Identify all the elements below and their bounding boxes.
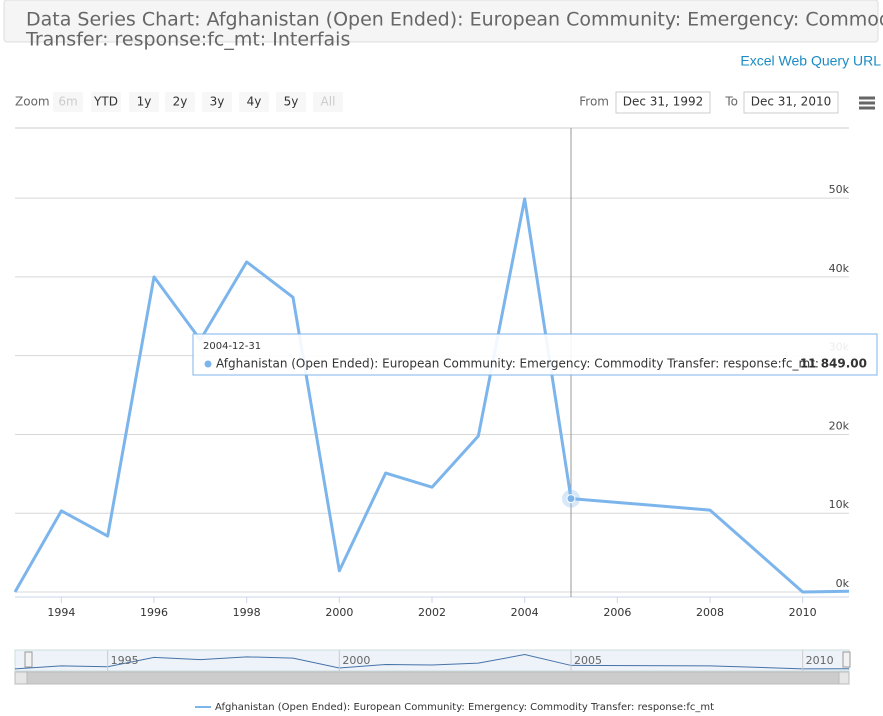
zoom-button[interactable]: [239, 92, 269, 112]
scrollbar-thumb[interactable]: [26, 671, 840, 685]
from-input[interactable]: [615, 91, 711, 114]
to-label: To: [724, 95, 738, 109]
zoom-button-label[interactable]: 3y: [210, 95, 225, 109]
from-label: From: [579, 95, 609, 109]
zoom-button[interactable]: [91, 92, 121, 112]
zoom-button-label: 6m: [58, 95, 77, 109]
tooltip-date: 2004-12-31: [203, 341, 261, 352]
zoom-button-label[interactable]: 5y: [284, 95, 299, 109]
hover-point: [566, 494, 576, 504]
x-tick-label: 2004: [511, 606, 539, 619]
navigator-label: 2005: [574, 654, 602, 667]
zoom-button-label[interactable]: 2y: [173, 95, 188, 109]
zoom-button[interactable]: [202, 92, 232, 112]
zoom-button-label[interactable]: 4y: [247, 95, 262, 109]
x-tick-label: 1998: [233, 606, 261, 619]
series-line: [13, 197, 850, 594]
x-tick-label: 2000: [325, 606, 353, 619]
x-tick-label: 2010: [789, 606, 817, 619]
zoom-button: [313, 92, 343, 112]
x-tick-label: 2006: [603, 606, 631, 619]
y-tick-label: 20k: [829, 419, 850, 432]
zoom-button: [53, 92, 83, 112]
tooltip: [192, 333, 878, 376]
title-box: [3, 0, 879, 43]
navigator-label: 2010: [806, 654, 834, 667]
menu-button[interactable]: [859, 96, 875, 110]
y-tick-label: 0k: [836, 577, 850, 590]
tooltip-marker: [204, 360, 212, 368]
x-tick-label: 2002: [418, 606, 446, 619]
navigator-handle-left[interactable]: [24, 651, 33, 668]
x-tick-label: 1996: [140, 606, 168, 619]
y-tick-label: 40k: [829, 262, 850, 275]
to-value[interactable]: Dec 31, 2010: [751, 95, 831, 109]
navigator-handle-right[interactable]: [842, 651, 851, 668]
from-value[interactable]: Dec 31, 1992: [623, 95, 703, 109]
zoom-button-label[interactable]: YTD: [93, 95, 118, 109]
y-tick-label: 50k: [829, 183, 850, 196]
tooltip-value: 11 849.00: [800, 357, 867, 371]
excel-link[interactable]: Excel Web Query URL: [740, 53, 881, 69]
zoom-button-label: All: [321, 95, 336, 109]
navigator-label: 2000: [342, 654, 370, 667]
chart-title-2: Transfer: response:fc_mt: Interfais: [25, 29, 350, 51]
zoom-button[interactable]: [129, 92, 159, 112]
chart-title: Data Series Chart: Afghanistan (Open End…: [26, 9, 883, 31]
zoom-button[interactable]: [165, 92, 195, 112]
navigator-label: 1995: [111, 654, 139, 667]
tooltip-series: Afghanistan (Open Ended): European Commu…: [216, 357, 819, 371]
navigator-line: [14, 654, 850, 670]
zoom-button-label[interactable]: 1y: [137, 95, 152, 109]
legend-label[interactable]: Afghanistan (Open Ended): European Commu…: [215, 702, 714, 713]
y-tick-label: 10k: [829, 498, 850, 511]
x-tick-label: 1994: [47, 606, 75, 619]
zoom-label: Zoom: [15, 95, 50, 109]
x-tick-label: 2008: [696, 606, 724, 619]
to-input[interactable]: [743, 91, 839, 114]
zoom-button[interactable]: [276, 92, 306, 112]
